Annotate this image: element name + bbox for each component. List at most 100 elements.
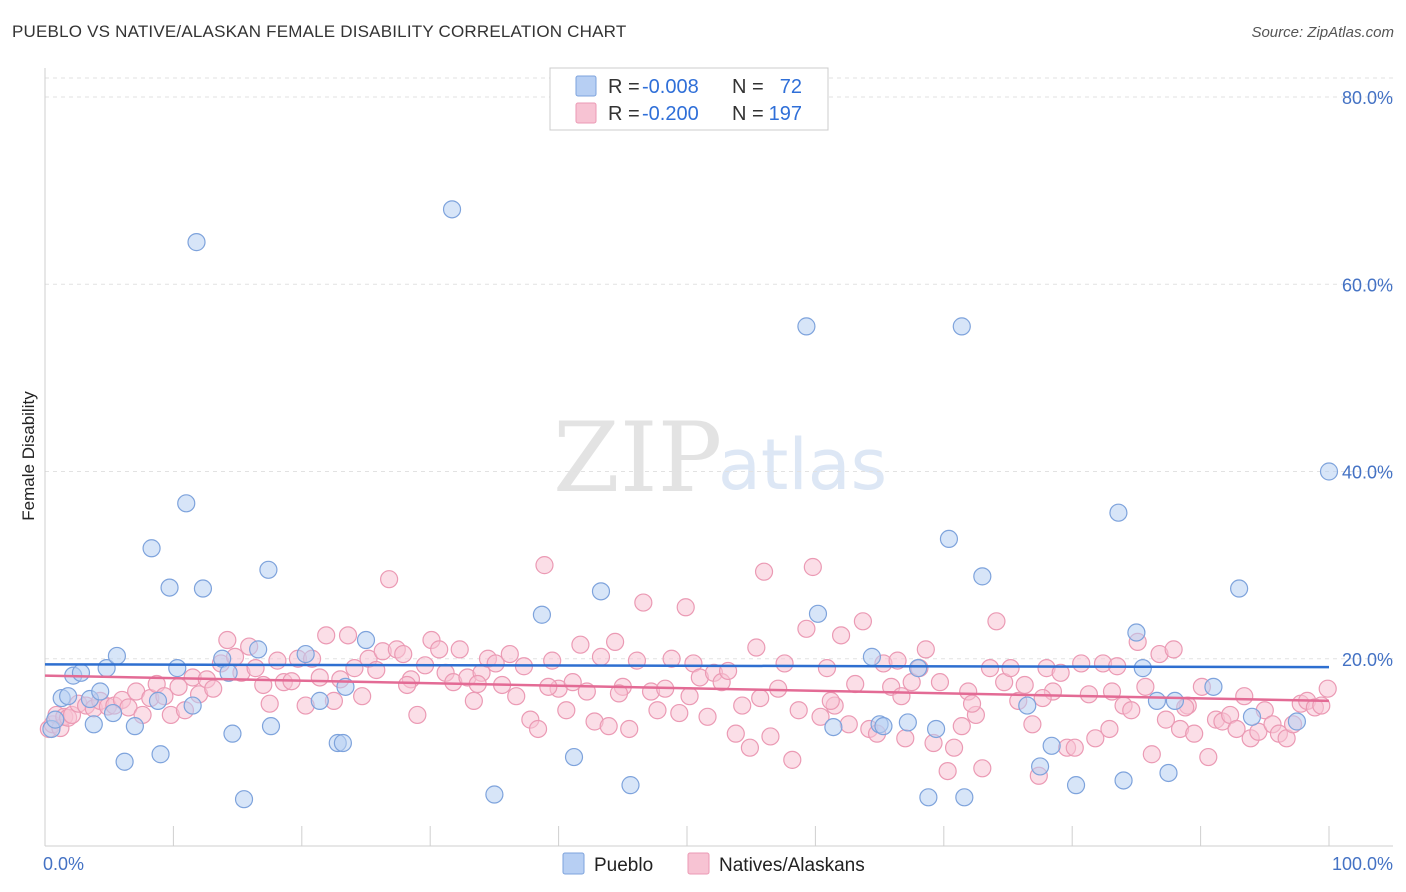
trendline-natives-alaskans — [44, 674, 1330, 703]
pueblo-point — [973, 567, 992, 586]
native-point — [980, 659, 1000, 678]
native-point — [789, 701, 808, 720]
pueblo-point — [532, 605, 552, 624]
pueblo-point — [1133, 659, 1152, 678]
bottom-legend: Pueblo Natives/Alaskans — [562, 852, 865, 876]
pueblo-point — [898, 713, 917, 732]
pueblo-point — [621, 776, 640, 795]
native-point — [528, 719, 548, 739]
gridlines — [45, 77, 1393, 660]
native-point — [740, 738, 760, 757]
pueblo-point — [1114, 771, 1133, 790]
pueblo-point — [91, 682, 110, 701]
native-point — [591, 647, 611, 666]
native-point — [846, 674, 865, 694]
series-pueblo — [42, 200, 1339, 809]
pueblo-point — [142, 539, 161, 558]
bottom-legend-label-pueblo: Pueblo — [594, 855, 653, 876]
native-point — [811, 707, 830, 726]
native-point — [1249, 722, 1268, 741]
pueblo-point — [103, 703, 123, 723]
native-point — [797, 619, 816, 638]
y-axis-tick-labels: 20.0% 40.0% 60.0% 80.0% — [1342, 88, 1393, 670]
native-point — [1136, 677, 1155, 696]
native-point — [310, 668, 329, 687]
native-point — [698, 707, 717, 726]
pueblo-point — [485, 785, 504, 804]
pueblo-point — [1204, 677, 1223, 696]
legend-n-value-1: 72 — [780, 76, 802, 98]
native-point — [761, 727, 780, 746]
native-point — [605, 632, 625, 651]
legend-r-value-2: -0.200 — [642, 103, 699, 125]
native-point — [662, 649, 681, 668]
pueblo-point — [259, 560, 278, 579]
legend-r-value-1: -0.008 — [642, 76, 699, 98]
native-point — [648, 701, 667, 720]
pueblo-point — [955, 788, 974, 807]
native-point — [268, 651, 287, 670]
axes — [44, 68, 1393, 847]
bottom-legend-swatch-native — [687, 852, 710, 875]
trendline-pueblo — [44, 663, 1330, 669]
native-point — [338, 626, 358, 645]
native-point — [676, 598, 695, 617]
native-point — [896, 729, 915, 748]
native-point — [634, 593, 653, 612]
pueblo-point — [952, 317, 971, 336]
pueblo-point — [107, 646, 127, 666]
native-point — [817, 659, 837, 678]
native-point — [430, 640, 449, 659]
native-point — [754, 562, 774, 581]
pueblo-point — [1159, 763, 1178, 783]
native-point — [1235, 687, 1254, 706]
bottom-legend-label-native: Natives/Alaskans — [719, 855, 865, 876]
y-tick-label-40: 40.0% — [1342, 463, 1393, 483]
native-point — [620, 719, 639, 739]
native-point — [218, 630, 237, 650]
native-point — [353, 687, 372, 706]
pueblo-point — [1042, 736, 1061, 755]
pueblo-point — [564, 747, 584, 767]
x-tick-label-min: 0.0% — [43, 854, 84, 874]
pueblo-point — [1018, 696, 1037, 715]
pueblo-point — [356, 630, 376, 650]
pueblo-point — [151, 745, 170, 764]
pueblo-point — [84, 715, 103, 734]
native-point — [1001, 659, 1020, 678]
pueblo-point — [862, 647, 881, 666]
native-point — [246, 659, 265, 678]
pueblo-point — [909, 659, 928, 678]
native-point — [408, 705, 427, 725]
pueblo-point — [442, 200, 462, 219]
native-point — [204, 679, 223, 698]
native-point — [1065, 738, 1084, 757]
native-point — [1015, 675, 1034, 695]
pueblo-point — [261, 717, 281, 736]
native-point — [1185, 724, 1204, 743]
native-point — [260, 694, 279, 713]
legend-r-label-1: R = — [608, 76, 640, 98]
native-point — [1100, 719, 1119, 739]
native-point — [987, 612, 1006, 631]
pueblo-point — [177, 494, 196, 513]
native-point — [973, 759, 992, 778]
pueblo-point — [824, 717, 843, 737]
native-point — [557, 701, 576, 720]
native-point — [670, 703, 689, 723]
native-point — [394, 644, 413, 664]
native-point — [1164, 640, 1183, 659]
source-label: Source: ZipAtlas.com — [1251, 24, 1394, 41]
pueblo-point — [1165, 691, 1185, 710]
y-axis-label: Female Disability — [19, 391, 38, 521]
pueblo-point — [1066, 776, 1086, 795]
native-point — [1156, 710, 1176, 729]
native-point — [1199, 747, 1218, 767]
pueblo-point — [1147, 691, 1167, 710]
pueblo-point — [223, 724, 242, 743]
native-point — [821, 691, 840, 710]
native-point — [380, 570, 399, 589]
native-point — [962, 694, 982, 713]
native-point — [1142, 745, 1161, 764]
